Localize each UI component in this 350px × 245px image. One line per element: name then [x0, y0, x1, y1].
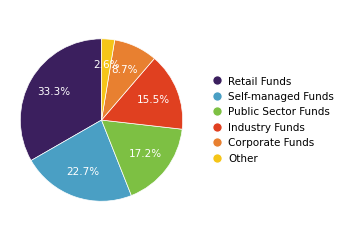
Wedge shape: [102, 59, 183, 129]
Text: 17.2%: 17.2%: [129, 149, 162, 159]
Wedge shape: [31, 120, 131, 201]
Wedge shape: [102, 40, 154, 120]
Text: 33.3%: 33.3%: [37, 87, 70, 98]
Text: 8.7%: 8.7%: [112, 65, 138, 75]
Legend: Retail Funds, Self-managed Funds, Public Sector Funds, Industry Funds, Corporate: Retail Funds, Self-managed Funds, Public…: [212, 74, 336, 166]
Wedge shape: [102, 120, 182, 196]
Text: 2.6%: 2.6%: [93, 60, 119, 70]
Text: 22.7%: 22.7%: [67, 167, 100, 177]
Wedge shape: [20, 39, 101, 160]
Text: 15.5%: 15.5%: [136, 95, 169, 105]
Wedge shape: [102, 39, 115, 120]
